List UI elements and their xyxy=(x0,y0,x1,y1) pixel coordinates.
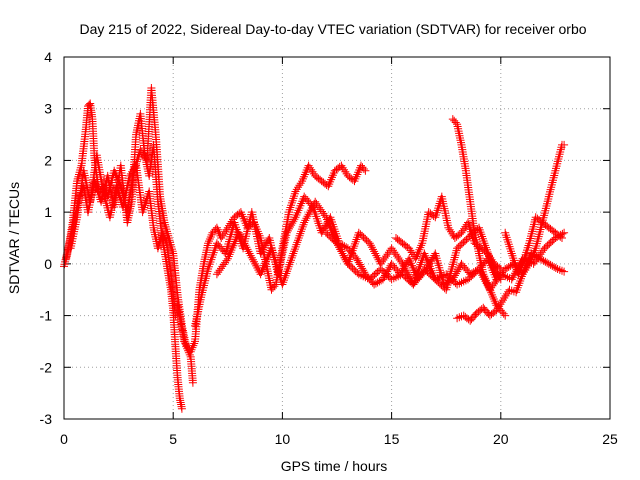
y-tick-label: 3 xyxy=(44,101,52,117)
series-markers xyxy=(501,213,566,279)
series-3 xyxy=(66,151,180,320)
series-11 xyxy=(501,213,566,279)
y-tick-label: -1 xyxy=(40,308,53,324)
y-tick-label: -3 xyxy=(40,411,53,427)
x-tick-label: 25 xyxy=(602,431,618,447)
series-markers xyxy=(392,192,505,273)
series-9 xyxy=(448,115,510,320)
x-tick-label: 10 xyxy=(275,431,291,447)
series-2 xyxy=(62,109,186,413)
series-markers xyxy=(62,109,186,413)
x-tick-label: 20 xyxy=(493,431,509,447)
x-tick-labels: 0 5 10 15 20 25 xyxy=(60,431,618,447)
y-tick-label: 0 xyxy=(44,256,52,272)
plot-frame xyxy=(63,56,611,420)
x-tick-label: 5 xyxy=(169,431,177,447)
series-markers xyxy=(212,197,505,294)
x-tick-label: 0 xyxy=(60,431,68,447)
x-axis-label: GPS time / hours xyxy=(281,458,388,474)
y-tick-labels: -3 -2 -1 0 1 2 3 4 xyxy=(40,49,53,427)
y-axis-label: SDTVAR / TECUs xyxy=(6,182,22,294)
chart-title: Day 215 of 2022, Sidereal Day-to-day VTE… xyxy=(79,21,586,37)
series-markers xyxy=(66,151,180,320)
y-tick-label: 2 xyxy=(44,152,52,168)
series-markers xyxy=(448,115,510,320)
series-6 xyxy=(212,197,505,294)
y-tick-label: -2 xyxy=(40,359,53,375)
y-tick-label: 1 xyxy=(44,204,52,220)
x-tick-label: 15 xyxy=(384,431,400,447)
y-tick-label: 4 xyxy=(44,49,52,65)
series-8 xyxy=(392,192,505,273)
